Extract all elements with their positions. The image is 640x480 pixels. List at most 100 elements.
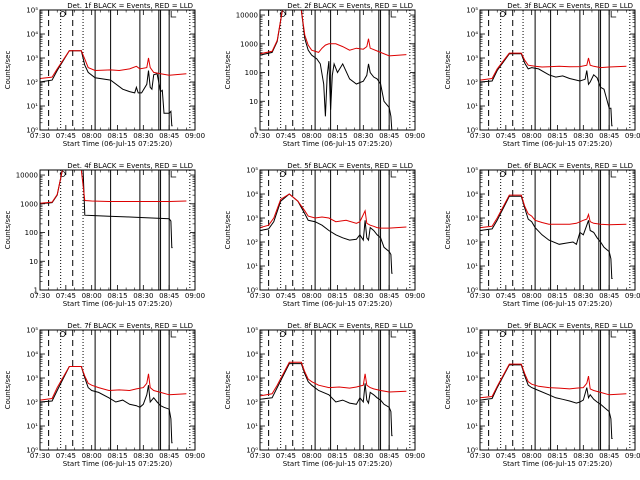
marker-bracket-glyph xyxy=(610,331,617,338)
x-tick-label: 07:30 xyxy=(470,292,490,300)
x-axis-label: Start Time (06-Jul-15 07:25:20) xyxy=(503,300,613,308)
x-tick-label: 08:30 xyxy=(353,292,373,300)
x-tick-label: 07:30 xyxy=(30,452,50,460)
y-axis-label: Counts/sec xyxy=(444,51,452,90)
y-tick-label: 10⁰ xyxy=(246,287,258,295)
y-tick-label: 10² xyxy=(26,79,38,87)
y-tick-label: 100 xyxy=(245,69,258,77)
detector-panel-2: Det. 2f BLACK = Events, RED = LLD Counts/… xyxy=(224,2,425,148)
detector-panel-7: Det. 7f BLACK = Events, RED = LLD Counts/… xyxy=(4,322,205,468)
detector-panel-3: Det. 3f BLACK = Events, RED = LLD Counts/… xyxy=(444,2,640,148)
y-axis-label: Counts/sec xyxy=(224,211,232,250)
x-axis-label: Start Time (06-Jul-15 07:25:20) xyxy=(63,300,173,308)
x-tick-label: 08:45 xyxy=(379,452,399,460)
x-tick-label: 07:45 xyxy=(276,452,296,460)
y-axis-label: Counts/sec xyxy=(4,51,12,90)
detector-panel-5: Det. 5f BLACK = Events, RED = LLD Counts/… xyxy=(224,162,425,308)
x-tick-label: 07:45 xyxy=(496,452,516,460)
marker-bracket-glyph xyxy=(390,171,397,178)
y-tick-label: 10² xyxy=(466,239,478,247)
plot-frame xyxy=(39,169,196,291)
y-tick-label: 10⁴ xyxy=(246,191,258,199)
x-tick-label: 08:45 xyxy=(379,292,399,300)
y-tick-label: 10⁴ xyxy=(466,31,478,39)
y-tick-label: 10¹ xyxy=(466,103,478,111)
y-tick-label: 1000 xyxy=(240,40,258,48)
events-series-line xyxy=(480,195,613,279)
x-tick-label: 08:00 xyxy=(522,292,542,300)
y-tick-label: 10⁴ xyxy=(466,351,478,359)
x-tick-label: 08:45 xyxy=(159,132,179,140)
plot-frame xyxy=(259,169,416,291)
y-tick-label: 10 xyxy=(29,258,38,266)
marker-bracket-glyph xyxy=(390,331,397,338)
plot-frame xyxy=(479,169,636,291)
events-series-line xyxy=(480,364,613,439)
series-group xyxy=(260,193,407,274)
series-group xyxy=(40,50,187,127)
lld-series-line xyxy=(260,193,407,229)
x-tick-label: 08:00 xyxy=(302,132,322,140)
x-tick-label: 07:30 xyxy=(250,132,270,140)
x-tick-label: 07:45 xyxy=(276,132,296,140)
detector-panel-8: Det. 8f BLACK = Events, RED = LLD Counts/… xyxy=(224,322,425,468)
panel-title: Det. 1f BLACK = Events, RED = LLD xyxy=(67,2,193,10)
x-axis-label: Start Time (06-Jul-15 07:25:20) xyxy=(283,300,393,308)
marker-circle-glyph xyxy=(59,171,66,177)
lld-series-line xyxy=(40,366,187,401)
y-tick-label: 10¹ xyxy=(466,423,478,431)
panel-title: Det. 7f BLACK = Events, RED = LLD xyxy=(67,322,193,330)
panel-title: Det. 9f BLACK = Events, RED = LLD xyxy=(507,322,633,330)
marker-bracket-glyph xyxy=(610,171,617,178)
panel-title: Det. 4f BLACK = Events, RED = LLD xyxy=(67,162,193,170)
x-tick-label: 08:00 xyxy=(82,292,102,300)
x-tick-label: 08:15 xyxy=(547,132,567,140)
y-tick-label: 10³ xyxy=(246,215,258,223)
series-group xyxy=(260,361,407,437)
lld-series-line xyxy=(480,363,627,399)
marker-circle-glyph xyxy=(499,11,506,17)
y-tick-label: 10⁰ xyxy=(246,447,258,455)
y-axis-label: Counts/sec xyxy=(4,211,12,250)
x-tick-label: 07:30 xyxy=(470,132,490,140)
x-tick-label: 08:45 xyxy=(599,132,619,140)
x-tick-label: 08:15 xyxy=(107,452,127,460)
marker-circle-glyph xyxy=(279,171,286,177)
y-axis-label: Counts/sec xyxy=(224,51,232,90)
y-tick-label: 10¹ xyxy=(26,423,38,431)
plot-frame xyxy=(479,329,636,451)
series-group xyxy=(480,194,627,279)
y-tick-label: 10² xyxy=(466,399,478,407)
x-tick-label: 08:15 xyxy=(327,132,347,140)
x-tick-label: 09:00 xyxy=(625,292,640,300)
series-group xyxy=(260,10,407,130)
x-tick-label: 08:15 xyxy=(107,132,127,140)
x-tick-label: 08:30 xyxy=(353,132,373,140)
x-tick-label: 09:00 xyxy=(405,292,425,300)
y-tick-label: 10⁰ xyxy=(466,287,478,295)
panel-title: Det. 8f BLACK = Events, RED = LLD xyxy=(287,322,413,330)
y-tick-label: 10⁵ xyxy=(26,7,38,15)
lld-series-line xyxy=(40,50,187,79)
x-tick-label: 08:45 xyxy=(379,132,399,140)
plot-frame xyxy=(259,9,416,131)
x-tick-label: 07:45 xyxy=(56,292,76,300)
x-axis-label: Start Time (06-Jul-15 07:25:20) xyxy=(63,460,173,468)
x-tick-label: 08:00 xyxy=(302,452,322,460)
y-tick-label: 10⁴ xyxy=(26,31,38,39)
panel-title: Det. 2f BLACK = Events, RED = LLD xyxy=(287,2,413,10)
x-tick-label: 08:30 xyxy=(133,132,153,140)
y-tick-label: 10² xyxy=(26,399,38,407)
y-tick-label: 10² xyxy=(246,239,258,247)
x-tick-label: 09:00 xyxy=(405,132,425,140)
lld-series-line xyxy=(480,194,627,229)
y-tick-label: 10⁴ xyxy=(26,351,38,359)
y-tick-label: 10¹ xyxy=(26,103,38,111)
y-tick-label: 10⁰ xyxy=(466,127,478,135)
y-tick-label: 10³ xyxy=(26,375,38,383)
marker-bracket-glyph xyxy=(170,331,177,338)
plot-frame xyxy=(39,9,196,131)
y-axis-label: Counts/sec xyxy=(224,371,232,410)
events-series-line xyxy=(260,363,393,437)
